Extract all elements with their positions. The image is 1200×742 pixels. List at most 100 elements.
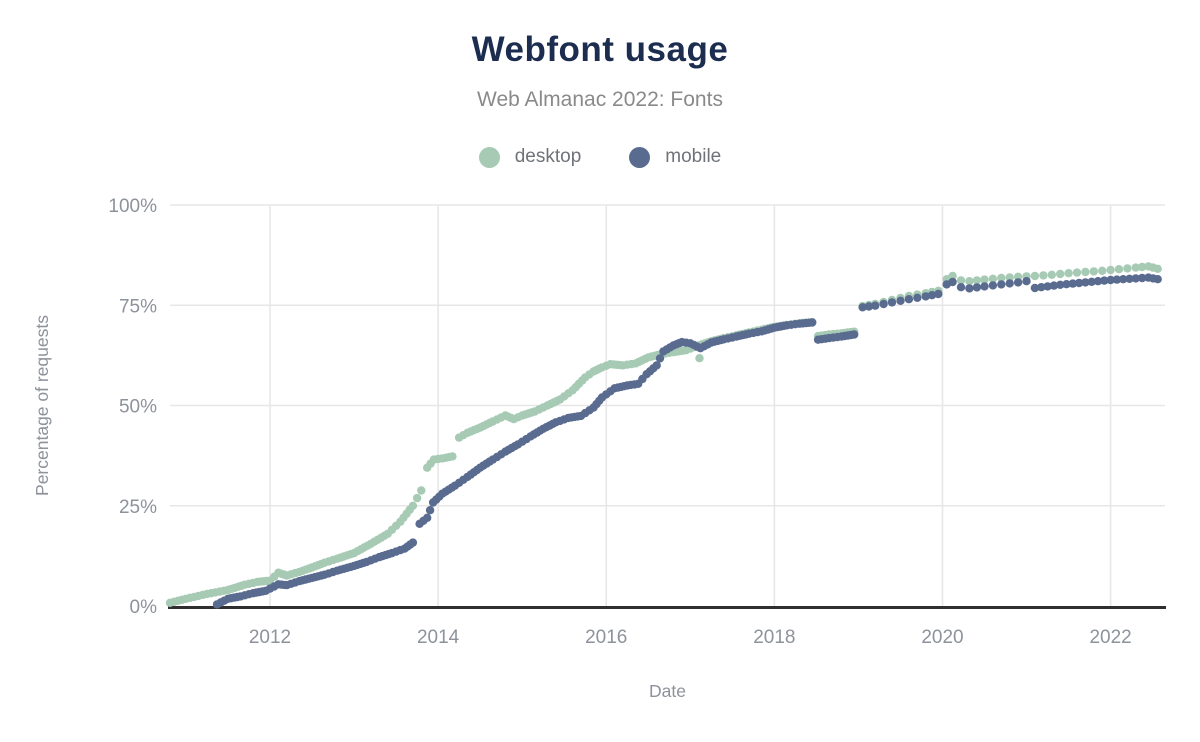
mobile-data-point — [864, 302, 874, 311]
mobile-data-point — [972, 283, 982, 292]
mobile-data-point — [980, 282, 989, 291]
mobile-legend-dot-icon — [629, 146, 651, 168]
desktop-data-point — [412, 493, 422, 503]
x-tick-label-2018: 2018 — [753, 627, 795, 648]
mobile-data-point — [997, 280, 1006, 289]
desktop-data-point — [1081, 267, 1090, 277]
y-tick-label-0: 0% — [130, 597, 158, 618]
mobile-data-point — [1087, 277, 1096, 286]
mobile-data-point — [1125, 274, 1134, 283]
mobile-data-point — [887, 298, 897, 307]
mobile-data-point — [1119, 275, 1128, 284]
desktop-data-point — [1153, 264, 1162, 273]
desktop-data-point — [1005, 273, 1014, 282]
legend-item-desktop: desktop — [478, 146, 582, 168]
mobile-data-point — [871, 301, 880, 310]
mobile-data-point — [988, 281, 998, 290]
desktop-data-point — [1131, 263, 1141, 272]
x-axis-title: Date — [649, 681, 686, 701]
chart-title: Webfont usage — [471, 30, 729, 69]
y-axis-title: Percentage of requests — [32, 315, 52, 496]
mobile-data-point — [1022, 277, 1031, 286]
mobile-data-point — [965, 284, 974, 293]
mobile-data-point — [1056, 280, 1065, 289]
y-tick-label-50: 50% — [119, 397, 157, 418]
chart-subtitle: Web Almanac 2022: Fonts — [477, 88, 723, 111]
mobile-data-point — [1106, 275, 1115, 285]
desktop-data-point — [1137, 262, 1147, 272]
desktop-data-point — [1039, 271, 1048, 280]
desktop-data-point — [988, 274, 998, 283]
desktop-data-point — [1098, 266, 1107, 275]
mobile-data-point — [1112, 275, 1122, 284]
desktop-data-point — [408, 501, 418, 510]
mobile-data-point — [1013, 278, 1023, 287]
desktop-data-point — [948, 271, 957, 281]
mobile-data-point — [655, 354, 665, 363]
desktop-data-point — [417, 486, 426, 495]
x-tick-label-2012: 2012 — [249, 627, 291, 648]
x-tick-label-2014: 2014 — [417, 627, 460, 648]
mobile-data-point — [948, 277, 957, 287]
x-tick-label-2020: 2020 — [921, 627, 963, 648]
desktop-data-point — [1072, 268, 1082, 277]
mobile-data-point — [934, 289, 943, 299]
desktop-data-point — [1089, 267, 1099, 276]
mobile-data-point — [1030, 283, 1040, 293]
mobile-data-point — [850, 330, 859, 339]
desktop-data-point — [448, 452, 457, 461]
mobile-data-point — [423, 513, 432, 522]
mobile-data-point — [956, 283, 966, 292]
x-tick-label-2016: 2016 — [585, 627, 627, 648]
mobile-data-point — [1005, 279, 1014, 288]
mobile-data-point — [927, 291, 937, 300]
y-tick-label-25: 25% — [119, 497, 157, 518]
desktop-data-point — [980, 275, 989, 284]
mobile-data-point — [1074, 278, 1084, 288]
mobile-data-point — [1049, 281, 1059, 290]
mobile-data-point — [808, 318, 817, 327]
mobile-data-point — [1081, 278, 1090, 287]
mobile-data-point — [1100, 276, 1109, 285]
mobile-data-point — [425, 506, 435, 515]
desktop-data-point — [972, 276, 982, 285]
mobile-data-point — [1037, 283, 1046, 292]
legend-label-mobile: mobile — [665, 146, 722, 167]
desktop-data-point — [956, 276, 966, 285]
desktop-data-point — [1056, 269, 1065, 279]
desktop-data-point — [1064, 269, 1073, 278]
mobile-data-point — [913, 293, 922, 302]
desktop-data-point — [695, 354, 704, 363]
legend-label-desktop: desktop — [514, 146, 582, 167]
desktop-data-point — [1030, 271, 1040, 281]
mobile-data-point — [1043, 282, 1052, 291]
desktop-data-point — [1047, 270, 1057, 279]
desktop-data-point — [1114, 265, 1124, 274]
legend: desktop mobile — [0, 142, 1200, 172]
y-tick-label-100: 100% — [108, 196, 157, 217]
mobile-data-point — [1131, 274, 1141, 283]
mobile-data-point — [896, 296, 905, 305]
mobile-data-point — [408, 538, 418, 547]
mobile-data-point — [1068, 279, 1078, 288]
mobile-data-point — [652, 361, 661, 370]
legend-item-mobile: mobile — [629, 146, 721, 168]
mobile-data-point — [1062, 280, 1071, 289]
series-mobile-dots — [212, 273, 1162, 609]
desktop-data-point — [1106, 265, 1115, 275]
mobile-data-point — [921, 292, 930, 301]
mobile-data-point — [904, 295, 914, 304]
y-tick-label-75: 75% — [119, 296, 157, 317]
mobile-data-point — [858, 303, 867, 312]
mobile-data-point — [1137, 273, 1147, 283]
series-desktop-dots — [165, 262, 1162, 607]
desktop-data-point — [965, 277, 974, 286]
desktop-data-point — [1123, 264, 1132, 273]
mobile-data-point — [1153, 275, 1162, 284]
desktop-legend-dot-icon — [478, 146, 500, 168]
desktop-data-point — [997, 273, 1006, 283]
x-tick-label-2022: 2022 — [1089, 627, 1131, 648]
mobile-data-point — [879, 299, 888, 309]
